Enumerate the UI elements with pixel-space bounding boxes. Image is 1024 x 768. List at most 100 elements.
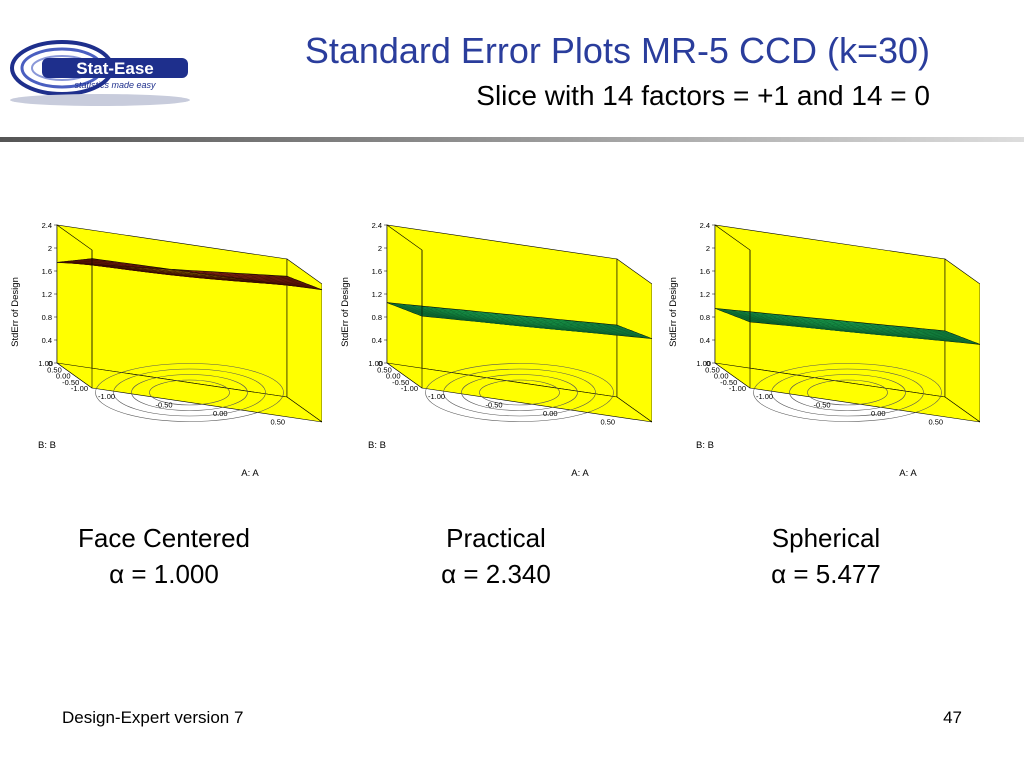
z-tick-label: 1.6 bbox=[700, 267, 710, 276]
z-tick-label: 0.8 bbox=[372, 313, 382, 322]
caption-practical: Practical α = 2.340 bbox=[366, 520, 626, 592]
floor bbox=[386, 362, 652, 423]
caption-face-centered: Face Centered α = 1.000 bbox=[34, 520, 294, 592]
b-tick-label: 0.50 bbox=[377, 365, 392, 374]
b-tick-label: 1.00 bbox=[368, 359, 383, 368]
z-tick-label: 2 bbox=[48, 244, 52, 253]
surface-gridline bbox=[609, 324, 645, 339]
side-wall bbox=[616, 258, 652, 423]
surface-gridline bbox=[720, 310, 951, 334]
caption-name: Practical bbox=[446, 523, 546, 553]
surface-gridline bbox=[601, 323, 637, 338]
z-tick-label: 0 bbox=[48, 359, 52, 368]
caption-name: Face Centered bbox=[78, 523, 250, 553]
surface-gridline bbox=[388, 302, 619, 326]
caption-spherical: Spherical α = 5.477 bbox=[696, 520, 956, 592]
z-tick-label: 2.4 bbox=[700, 221, 710, 230]
surface-gridline bbox=[256, 274, 292, 286]
z-tick-label: 0.4 bbox=[42, 336, 52, 345]
z-tick-label: 1.2 bbox=[700, 290, 710, 299]
y-axis-label: StdErr of Design bbox=[668, 277, 679, 347]
a-axis-label: A: A bbox=[899, 468, 917, 479]
z-tick-label: 2 bbox=[706, 244, 710, 253]
surface-gridline bbox=[58, 262, 289, 277]
a-tick-label: 0.00 bbox=[543, 409, 558, 418]
logo-tagline: statistics made easy bbox=[74, 80, 156, 90]
b-tick-label: 0.00 bbox=[56, 372, 71, 381]
a-tick-label: 0.50 bbox=[601, 418, 616, 427]
b-tick-label: 0.50 bbox=[705, 365, 720, 374]
z-tick-label: 0.8 bbox=[42, 313, 52, 322]
stat-ease-logo: Stat-Ease statistics made easy bbox=[10, 40, 190, 106]
a-tick-label: -0.50 bbox=[814, 401, 831, 410]
floor-contour bbox=[131, 374, 248, 411]
z-tick-label: 1.2 bbox=[42, 290, 52, 299]
z-tick-label: 1.6 bbox=[42, 267, 52, 276]
caption-alpha: α = 5.477 bbox=[771, 559, 881, 589]
z-tick-label: 2.4 bbox=[372, 221, 382, 230]
z-tick-label: 0.4 bbox=[700, 336, 710, 345]
b-axis-label: B: B bbox=[38, 440, 56, 451]
y-axis-label: StdErr of Design bbox=[340, 277, 351, 347]
a-tick-label: -1.00 bbox=[756, 392, 773, 401]
b-tick-label: -1.00 bbox=[729, 384, 746, 393]
caption-name: Spherical bbox=[771, 523, 881, 553]
surface-gridline bbox=[279, 275, 315, 289]
header-divider bbox=[0, 137, 1024, 142]
surface-gridline bbox=[263, 274, 300, 287]
surface-gridline bbox=[914, 327, 950, 342]
surface-gridline bbox=[593, 322, 630, 337]
caption-alpha: α = 2.340 bbox=[441, 559, 551, 589]
surface-gridline bbox=[60, 261, 291, 278]
z-tick-label: 1.6 bbox=[372, 267, 382, 276]
z-tick-label: 0.4 bbox=[372, 336, 382, 345]
floor-contour bbox=[443, 368, 596, 417]
surface-gridline bbox=[586, 321, 622, 336]
logo-brand: Stat-Ease bbox=[76, 59, 153, 78]
floor-contour bbox=[479, 379, 560, 406]
b-tick-label: -1.00 bbox=[401, 384, 418, 393]
b-tick-label: 1.00 bbox=[696, 359, 711, 368]
a-axis-label: A: A bbox=[241, 468, 259, 479]
surface-gridline bbox=[390, 303, 621, 327]
y-axis-label: StdErr of Design bbox=[10, 277, 21, 347]
b-tick-label: -0.50 bbox=[62, 378, 79, 387]
b-tick-label: -0.50 bbox=[720, 378, 737, 387]
floor-contour bbox=[789, 374, 906, 411]
footer-version: Design-Expert version 7 bbox=[62, 708, 244, 727]
z-tick-label: 1.2 bbox=[372, 290, 382, 299]
floor-contour bbox=[95, 363, 284, 422]
b-tick-label: -1.00 bbox=[71, 384, 88, 393]
a-tick-label: -0.50 bbox=[486, 401, 503, 410]
b-tick-label: -0.50 bbox=[392, 378, 409, 387]
page-number: 47 bbox=[943, 708, 962, 727]
z-tick-label: 0.8 bbox=[700, 313, 710, 322]
b-tick-label: 1.00 bbox=[38, 359, 53, 368]
caption-alpha: α = 1.000 bbox=[109, 559, 219, 589]
floor-contour bbox=[113, 368, 266, 417]
a-tick-label: 0.50 bbox=[929, 418, 944, 427]
surface-gridline bbox=[392, 304, 623, 328]
a-tick-label: -1.00 bbox=[428, 392, 445, 401]
z-tick-label: 2 bbox=[378, 244, 382, 253]
a-tick-label: -0.50 bbox=[156, 401, 173, 410]
b-tick-label: 0.00 bbox=[714, 372, 729, 381]
b-axis-label: B: B bbox=[368, 440, 386, 451]
surface-gridline bbox=[716, 308, 947, 332]
surface-gridline bbox=[937, 329, 973, 344]
b-tick-label: 0.00 bbox=[386, 372, 401, 381]
a-tick-label: 0.50 bbox=[271, 418, 286, 427]
a-tick-label: -1.00 bbox=[98, 392, 115, 401]
a-tick-label: 0.00 bbox=[213, 409, 228, 418]
surface-gridline bbox=[391, 304, 622, 328]
surface-gridline bbox=[271, 275, 307, 288]
a-tick-label: 0.00 bbox=[871, 409, 886, 418]
z-tick-label: 2.4 bbox=[42, 221, 52, 230]
floor bbox=[714, 362, 980, 423]
slide-subtitle: Slice with 14 factors = +1 and 14 = 0 bbox=[476, 80, 930, 111]
surface-gridline bbox=[61, 261, 292, 279]
surface-gridline bbox=[719, 310, 950, 333]
surface-gridline bbox=[929, 329, 965, 344]
